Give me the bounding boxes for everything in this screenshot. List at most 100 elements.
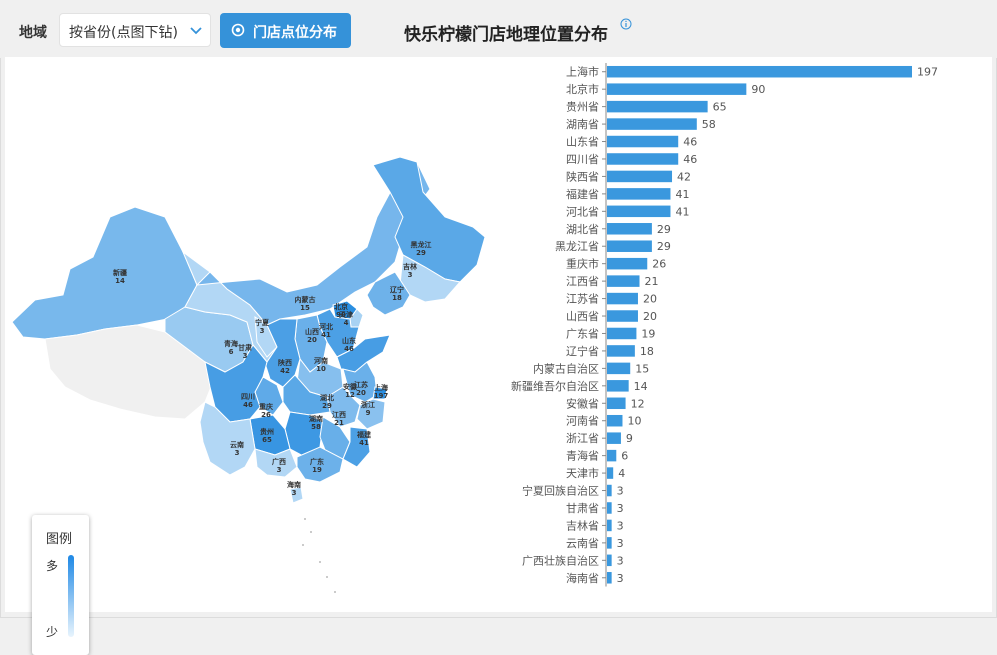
map-region-value: 46: [344, 345, 354, 353]
bar-value-label: 46: [683, 153, 697, 166]
category-label: 广西壮族自治区: [522, 553, 599, 567]
category-label: 贵州省: [566, 101, 599, 114]
map-region[interactable]: [289, 486, 304, 504]
bar-value-label: 3: [617, 519, 624, 532]
bar-value-label: 46: [683, 136, 697, 149]
category-label: 山东省: [566, 136, 599, 149]
bar[interactable]: [607, 205, 671, 218]
bar[interactable]: [607, 292, 638, 305]
map-region-name: 北京: [334, 302, 348, 311]
bar[interactable]: [607, 153, 679, 165]
bar[interactable]: [607, 414, 623, 427]
bar[interactable]: [607, 327, 637, 340]
map-region-value: 20: [356, 389, 366, 397]
province-select-value: 按省份(点图下钻): [69, 25, 178, 41]
category-label: 新疆维吾尔自治区: [511, 379, 599, 393]
bar-value-label: 90: [751, 83, 765, 96]
map-region[interactable]: [372, 386, 388, 400]
bar[interactable]: [607, 467, 614, 479]
map-region-name: 浙江: [361, 400, 375, 409]
bar[interactable]: [607, 188, 671, 200]
bar[interactable]: [607, 310, 638, 322]
map-region[interactable]: [199, 401, 256, 476]
map-region[interactable]: [254, 448, 298, 478]
category-label: 浙江省: [566, 432, 599, 445]
map-region-value: 20: [307, 336, 317, 344]
bar-value-label: 20: [643, 310, 657, 323]
bar[interactable]: [607, 554, 612, 567]
category-label: 湖南省: [566, 118, 599, 131]
page-title: 快乐柠檬门店地理位置分布: [404, 25, 608, 45]
map-region[interactable]: [366, 271, 411, 316]
map-region[interactable]: [372, 156, 486, 283]
bar[interactable]: [607, 572, 612, 584]
bar-value-label: 29: [657, 240, 671, 253]
bar[interactable]: [607, 519, 612, 532]
category-label: 海南省: [566, 571, 599, 585]
bar-value-label: 29: [657, 223, 671, 236]
bar[interactable]: [607, 65, 912, 78]
map-region-value: 15: [300, 304, 310, 312]
bar[interactable]: [607, 135, 679, 148]
map-region[interactable]: [254, 316, 278, 358]
bar[interactable]: [607, 537, 612, 549]
bar[interactable]: [607, 240, 652, 252]
map-region[interactable]: [326, 386, 361, 428]
bar[interactable]: [607, 257, 648, 270]
map-region-value: 4: [344, 319, 349, 327]
category-label: 青海省: [566, 449, 599, 463]
province-select[interactable]: 按省份(点图下钻): [59, 13, 211, 47]
map-region-name: 贵州: [260, 427, 274, 436]
bar[interactable]: [607, 502, 612, 514]
bar[interactable]: [607, 397, 626, 410]
map-region-value: 6: [229, 348, 234, 356]
category-label: 内蒙古自治区: [533, 361, 599, 375]
map-region-name: 湖北: [320, 393, 334, 402]
map-region-name: 安徽: [343, 382, 358, 391]
map-region-name: 上海: [374, 383, 388, 392]
bar-value-label: 19: [641, 327, 655, 340]
bar-value-label: 3: [617, 485, 624, 498]
bar-value-label: 41: [675, 205, 689, 218]
bar-value-label: 10: [627, 415, 641, 428]
bar[interactable]: [607, 345, 635, 357]
info-icon[interactable]: [620, 18, 632, 30]
category-label: 安徽省: [566, 396, 599, 410]
store-points-button[interactable]: 门店点位分布: [220, 13, 351, 48]
map-region-value: 3: [260, 327, 265, 335]
map-region-value: 41: [321, 331, 331, 339]
bar-value-label: 65: [713, 101, 727, 114]
map-region-value: 3: [277, 466, 282, 474]
bar[interactable]: [607, 100, 708, 113]
map-region[interactable]: [44, 324, 216, 420]
map-region-name: 江苏: [354, 380, 368, 389]
map-region[interactable]: [296, 446, 344, 483]
bar-value-label: 197: [917, 66, 938, 79]
bar-value-label: 41: [675, 188, 689, 201]
bar[interactable]: [607, 449, 617, 462]
map-region[interactable]: [342, 426, 371, 468]
bar[interactable]: [607, 362, 631, 375]
content-panel: 新疆 14 青海 6 甘肃 3 内蒙古 15 黑龙江 29 吉林 3 辽宁 18 北京 90 天津 4 河北 41 山西…: [5, 57, 992, 655]
bar[interactable]: [607, 484, 612, 497]
map-region[interactable]: [342, 361, 378, 403]
map-region-name: 黑龙江: [411, 240, 432, 249]
category-label: 重庆市: [566, 257, 599, 271]
bar[interactable]: [607, 432, 621, 444]
bar-value-label: 18: [640, 345, 654, 358]
bar[interactable]: [607, 118, 697, 130]
bar[interactable]: [607, 223, 652, 235]
map-region-name: 山西: [305, 327, 319, 336]
bar[interactable]: [607, 170, 673, 183]
bar-value-label: 6: [621, 450, 628, 463]
category-label: 吉林省: [566, 518, 599, 532]
bar[interactable]: [607, 380, 629, 392]
map-regions: [11, 156, 486, 593]
bar[interactable]: [607, 275, 640, 287]
map-region[interactable]: [356, 398, 386, 430]
island-dot: [302, 544, 304, 546]
bar[interactable]: [607, 83, 747, 95]
bar-value-label: 3: [617, 554, 624, 567]
bar-value-label: 4: [618, 467, 625, 480]
